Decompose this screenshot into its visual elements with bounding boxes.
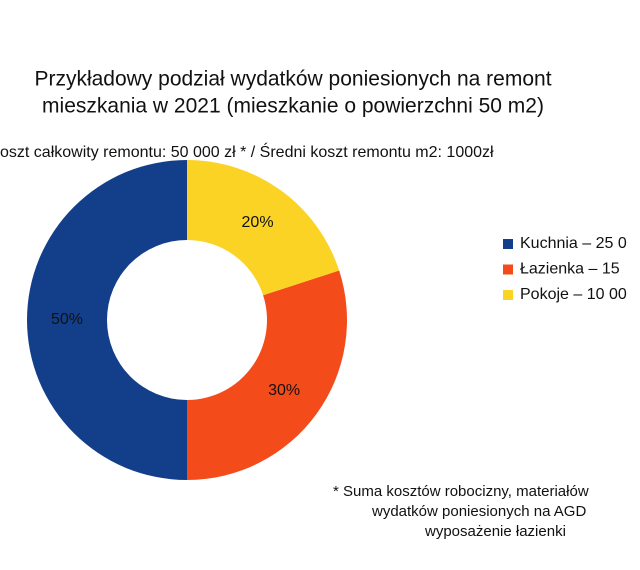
legend-label: Kuchnia – 25 0 [520, 235, 627, 252]
value-label: 20% [242, 214, 274, 231]
slice [27, 160, 187, 480]
footnote: wyposażenie łazienki [424, 523, 566, 540]
chart-subtitle: oszt całkowity remontu: 50 000 zł * / Śr… [0, 142, 494, 161]
legend-swatch [503, 239, 513, 249]
value-label: 30% [268, 382, 300, 399]
legend-label: Pokoje – 10 00 [520, 286, 627, 303]
legend-label: Łazienka – 15 [520, 261, 620, 278]
value-label: 50% [51, 311, 83, 328]
slice [187, 160, 340, 296]
chart-title: mieszkania w 2021 (mieszkanie o powierzc… [42, 95, 544, 118]
legend-swatch [503, 290, 513, 300]
chart-title: Przykładowy podział wydatków poniesionyc… [34, 68, 551, 91]
slice [187, 270, 347, 480]
footnote: wydatków poniesionych na AGD [371, 503, 586, 520]
footnote: * Suma kosztów robocizny, materiałów [333, 483, 589, 500]
legend-swatch [503, 264, 513, 275]
